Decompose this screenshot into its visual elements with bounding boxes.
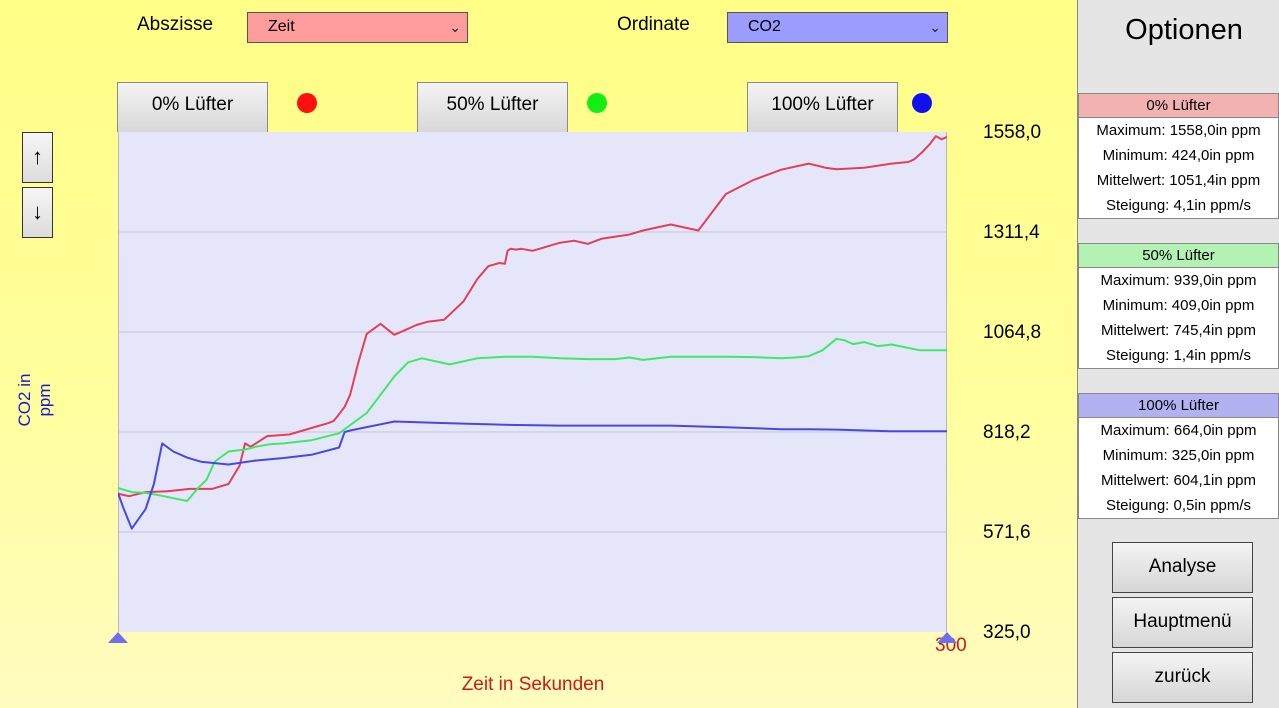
stats-header: 50% Lüfter (1079, 244, 1278, 268)
series-line-0 (117, 135, 948, 498)
abscissa-label: Abszisse (137, 14, 214, 35)
stats-panel-fan-0: 0% Lüfter Maximum: 1558,0in ppm Minimum:… (1078, 93, 1279, 219)
fan-50-button[interactable]: 50% Lüfter (417, 82, 568, 132)
y-axis-title: CO2 in ppm (15, 373, 54, 427)
stat-mean: Mittelwert: 604,1in ppm (1100, 472, 1257, 489)
line-chart (117, 132, 948, 632)
sidebar-title: Optionen (1125, 14, 1243, 46)
y-tick-label: 1311,4 (983, 222, 1040, 243)
fan-50-color-dot (587, 93, 607, 113)
stat-minimum: Minimum: 325,0in ppm (1102, 447, 1255, 464)
ordinate-value: CO2 (748, 18, 781, 35)
chevron-down-icon: ⌄ (929, 19, 941, 35)
stat-minimum: Minimum: 409,0in ppm (1102, 297, 1255, 314)
back-button[interactable]: zurück (1112, 652, 1253, 703)
stat-maximum: Maximum: 939,0in ppm (1100, 272, 1257, 289)
stats-header: 100% Lüfter (1079, 394, 1278, 418)
y-tick-label: 818,2 (983, 422, 1031, 443)
abscissa-select[interactable]: Zeit ⌄ (247, 12, 468, 43)
chart-area: Abszisse Zeit ⌄ Ordinate CO2 ⌄ 0% Lüfter… (15, 12, 1042, 695)
fan-100-color-dot (912, 93, 932, 113)
series-line-2 (117, 420, 947, 530)
x-range-start-handle[interactable] (108, 632, 128, 643)
scroll-up-button[interactable]: ↑ (22, 132, 53, 183)
options-sidebar: Optionen 0% Lüfter Maximum: 1558,0in ppm… (1077, 0, 1279, 708)
stat-minimum: Minimum: 424,0in ppm (1102, 147, 1255, 164)
scroll-down-button[interactable]: ↓ (22, 187, 53, 238)
y-tick-label: 1064,8 (983, 322, 1042, 343)
fan-0-button[interactable]: 0% Lüfter (117, 82, 268, 132)
arrow-down-icon: ↓ (32, 199, 43, 224)
stats-header: 0% Lüfter (1079, 94, 1278, 118)
stat-mean: Mittelwert: 1051,4in ppm (1096, 172, 1261, 189)
stat-slope: Steigung: 4,1in ppm/s (1105, 197, 1252, 214)
stats-panel-fan-100: 100% Lüfter Maximum: 664,0in ppm Minimum… (1078, 393, 1279, 519)
stat-slope: Steigung: 0,5in ppm/s (1105, 497, 1252, 514)
stat-maximum: Maximum: 664,0in ppm (1100, 422, 1257, 439)
stat-maximum: Maximum: 1558,0in ppm (1096, 122, 1261, 139)
fan-100-button[interactable]: 100% Lüfter (747, 82, 898, 132)
ordinate-label: Ordinate (617, 14, 690, 35)
chevron-down-icon: ⌄ (449, 19, 461, 35)
stat-slope: Steigung: 1,4in ppm/s (1105, 347, 1252, 364)
series-line-1 (117, 337, 947, 502)
fan-0-color-dot (297, 93, 317, 113)
main-menu-button[interactable]: Hauptmenü (1112, 597, 1253, 648)
stat-mean: Mittelwert: 745,4in ppm (1100, 322, 1257, 339)
plot-area (117, 132, 948, 632)
y-tick-label: 1558,0 (983, 122, 1042, 143)
abscissa-value: Zeit (268, 18, 295, 35)
x-range-end-handle[interactable] (937, 632, 957, 643)
x-axis-title: Zeit in Sekunden (461, 674, 605, 695)
stats-panel-fan-50: 50% Lüfter Maximum: 939,0in ppm Minimum:… (1078, 243, 1279, 369)
arrow-up-icon: ↑ (32, 144, 43, 169)
ordinate-select[interactable]: CO2 ⌄ (727, 12, 948, 43)
analyse-button[interactable]: Analyse (1112, 542, 1253, 593)
y-tick-label: 325,0 (983, 622, 1031, 643)
y-tick-label: 571,6 (983, 522, 1031, 543)
